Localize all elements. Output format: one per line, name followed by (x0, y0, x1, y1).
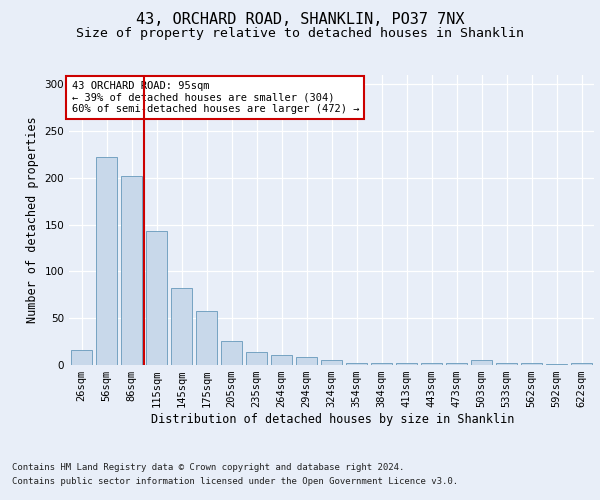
Bar (196, 310, 217, 365)
Bar (371, 363, 392, 365)
Bar (521, 363, 542, 365)
Bar (346, 363, 367, 365)
Bar (246, 352, 267, 365)
Bar (121, 176, 142, 365)
Bar (446, 363, 467, 365)
Bar (221, 340, 242, 365)
Y-axis label: Number of detached properties: Number of detached properties (26, 116, 39, 324)
Bar (146, 231, 167, 365)
Text: Contains HM Land Registry data © Crown copyright and database right 2024.: Contains HM Land Registry data © Crown c… (12, 462, 404, 471)
Bar (496, 363, 517, 365)
Bar (421, 363, 442, 365)
Bar (546, 364, 567, 365)
Text: Contains public sector information licensed under the Open Government Licence v3: Contains public sector information licen… (12, 478, 458, 486)
Bar (271, 354, 292, 365)
Bar (321, 360, 342, 365)
Text: Distribution of detached houses by size in Shanklin: Distribution of detached houses by size … (151, 412, 515, 426)
Bar (396, 363, 417, 365)
Bar (296, 356, 317, 365)
Bar (471, 360, 492, 365)
Text: Size of property relative to detached houses in Shanklin: Size of property relative to detached ho… (76, 28, 524, 40)
Bar (96, 158, 117, 365)
Bar (171, 288, 192, 365)
Bar (571, 363, 592, 365)
Bar (71, 350, 92, 365)
Text: 43, ORCHARD ROAD, SHANKLIN, PO37 7NX: 43, ORCHARD ROAD, SHANKLIN, PO37 7NX (136, 12, 464, 28)
Text: 43 ORCHARD ROAD: 95sqm
← 39% of detached houses are smaller (304)
60% of semi-de: 43 ORCHARD ROAD: 95sqm ← 39% of detached… (71, 81, 359, 114)
